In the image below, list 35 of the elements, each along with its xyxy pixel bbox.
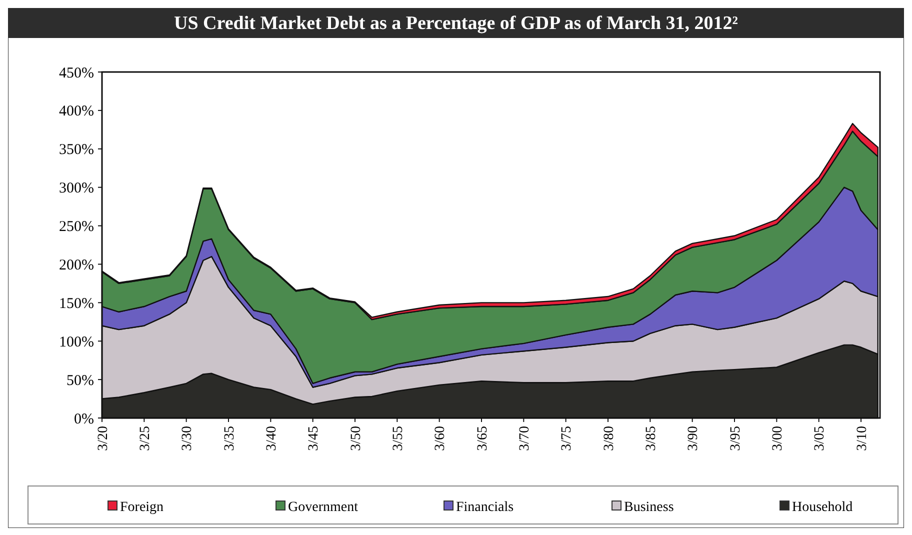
y-tick-label: 0% [74,411,94,428]
legend-label: Foreign [120,500,164,515]
x-tick-label: 3/05 [812,426,828,451]
x-tick-label: 3/00 [770,426,786,451]
y-tick-label: 350% [59,142,94,158]
x-tick-label: 3/25 [138,426,154,451]
x-tick-label: 3/90 [686,426,702,451]
x-tick-label: 3/10 [854,426,870,451]
chart-title: US Credit Market Debt as a Percentage of GDP as of March 31, 2012² [174,13,738,34]
y-tick-label: 250% [59,219,94,236]
legend-label: Household [792,500,853,515]
x-tick-label: 3/80 [602,426,617,451]
y-tick-label: 400% [59,104,94,120]
x-tick-label: 3/65 [475,426,490,451]
y-tick-label: 100% [59,334,94,350]
y-tick-label: 450% [59,65,94,82]
x-tick-label: 3/70 [518,426,533,451]
x-tick-label: 3/55 [391,426,406,451]
y-tick-label: 50% [66,372,94,389]
x-tick-label: 3/35 [222,426,238,451]
x-tick-label: 3/50 [348,426,364,451]
x-tick-label: 3/85 [644,426,660,451]
x-tick-label: 3/45 [306,426,322,451]
legend-label: Business [624,500,674,515]
legend-label: Government [288,500,358,515]
y-tick-label: 150% [59,296,94,312]
x-tick-label: 3/40 [264,426,280,451]
x-tick-label: 3/95 [728,426,744,451]
x-tick-label: 3/20 [96,426,111,451]
y-tick-label: 200% [59,257,94,274]
x-tick-label: 3/60 [433,426,448,451]
x-tick-label: 3/75 [560,426,575,451]
x-tick-label: 3/30 [180,426,196,451]
legend-label: Financials [456,500,514,515]
y-tick-label: 300% [59,180,94,197]
